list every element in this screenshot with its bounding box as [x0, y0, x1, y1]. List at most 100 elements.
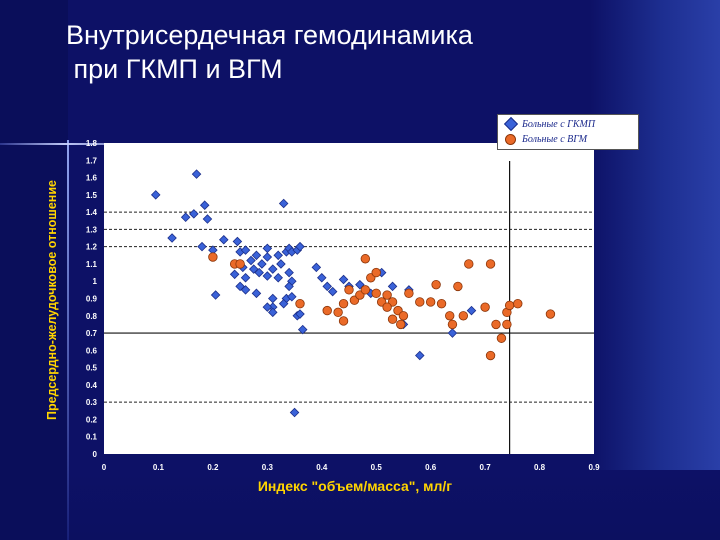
lvh-point [360, 285, 371, 295]
y-tick-label: 0.5 [86, 364, 98, 373]
hcm-point [257, 259, 267, 269]
hcm-point [276, 259, 286, 269]
lvh-point [513, 298, 523, 309]
lvh-point [447, 319, 458, 330]
lvh-point [344, 285, 354, 295]
hcm-point [415, 350, 425, 361]
slide-bottom-band [68, 470, 720, 540]
lvh-point [398, 311, 409, 321]
hcm-point [273, 273, 283, 283]
hcm-point [189, 209, 199, 219]
x-tick-label: 0.6 [425, 463, 437, 472]
y-tick-label: 1.4 [86, 208, 98, 217]
lvh-point [464, 259, 474, 269]
y-tick-label: 1.7 [86, 156, 98, 165]
hcm-point [295, 241, 305, 252]
hcm-point [240, 285, 251, 295]
hcm-point [229, 269, 240, 280]
hcm-point [327, 286, 338, 297]
hcm-point [273, 250, 283, 261]
hcm-point [284, 267, 294, 278]
hcm-point [246, 255, 256, 266]
hcm-point [338, 274, 349, 285]
lvh-point [491, 319, 501, 330]
hcm-point [287, 292, 297, 302]
lvh-point [360, 254, 371, 264]
chart-legend: Больные с ГКМП Больные с ВГМ [497, 114, 639, 150]
x-tick-label: 0.4 [316, 463, 328, 472]
hcm-point [197, 241, 207, 252]
y-tick-label: 1.5 [86, 191, 98, 200]
hcm-point [278, 198, 289, 209]
y-tick-label: 1.8 [86, 139, 98, 148]
lvh-point [382, 290, 392, 300]
hcm-point [297, 324, 308, 335]
hcm-point [235, 281, 245, 292]
hcm-point [447, 328, 458, 338]
hcm-point [219, 234, 229, 245]
legend-circle-icon [505, 133, 516, 145]
y-axis-ticks: 0 0.1 0.2 0.3 0.4 0.5 0.6 0.7 0.8 0.9 1 1.1 1.2 1.3 1.… [86, 139, 98, 459]
y-axis-label: Предсердно-желудочковое отношение [45, 180, 59, 420]
lvh-point [295, 298, 305, 309]
hcm-point [232, 236, 243, 247]
x-tick-label: 0.9 [588, 463, 600, 472]
lvh-point [333, 307, 343, 318]
lvh-point [415, 297, 425, 307]
hcm-point [167, 233, 177, 243]
y-tick-label: 0.7 [86, 329, 98, 338]
hcm-point [466, 305, 477, 316]
lvh-point [338, 298, 349, 309]
lvh-point [322, 305, 332, 316]
x-axis-ticks: 0 0.1 0.2 0.3 0.4 0.5 0.6 0.7 0.8 0.9 [102, 463, 600, 472]
lvh-point [504, 300, 515, 311]
lvh-point [502, 319, 512, 330]
y-tick-label: 0.4 [86, 381, 98, 390]
x-axis-label: Индекс "объем/масса", мл/г [258, 478, 452, 494]
y-tick-label: 1.2 [86, 243, 98, 252]
lvh-point [480, 302, 490, 312]
slide-right-gradient [590, 0, 720, 540]
slide-title: Внутрисердечная гемодинамика при ГКМП и … [66, 18, 586, 86]
hcm-point [254, 267, 264, 278]
plot-area [104, 143, 594, 454]
x-tick-label: 0.3 [262, 463, 274, 472]
lvh-point [235, 259, 245, 269]
y-tick-label: 1.6 [86, 174, 98, 183]
hcm-point [199, 200, 210, 210]
y-tick-label: 0.3 [86, 398, 98, 407]
lvh-point [431, 279, 441, 290]
hcm-point [240, 245, 251, 255]
hcm-point [180, 212, 191, 223]
y-tick-label: 1.1 [86, 260, 98, 269]
lvh-point [445, 311, 455, 321]
series-lvh-points [208, 252, 556, 361]
hcm-point [251, 250, 262, 261]
decorative-horizontal-line [0, 143, 200, 145]
lvh-point [453, 281, 463, 292]
y-tick-label: 0.9 [86, 295, 98, 304]
lvh-point [338, 316, 349, 326]
legend-label-hcm: Больные с ГКМП [522, 118, 596, 130]
lvh-point [485, 259, 496, 269]
hcm-point [268, 307, 278, 318]
y-tick-label: 1.3 [86, 225, 98, 234]
slide-title-line2: при ГКМП и ВГМ [66, 54, 283, 84]
x-tick-label: 0.7 [480, 463, 492, 472]
legend-item-lvh: Больные с ВГМ [502, 132, 587, 146]
x-tick-label: 0.8 [534, 463, 546, 472]
hcm-point [284, 281, 294, 292]
hcm-point [268, 264, 278, 274]
hcm-point [202, 214, 213, 224]
slide-left-band [0, 0, 68, 540]
y-tick-label: 0.6 [86, 346, 98, 355]
hcm-point [262, 302, 273, 312]
lvh-point [485, 350, 496, 361]
lvh-point [496, 333, 507, 343]
hcm-point [251, 288, 262, 299]
lvh-point [371, 288, 381, 299]
lvh-point [545, 309, 556, 319]
hcm-point [317, 273, 327, 283]
lvh-point [404, 288, 414, 299]
y-tick-label: 0.1 [86, 433, 98, 442]
